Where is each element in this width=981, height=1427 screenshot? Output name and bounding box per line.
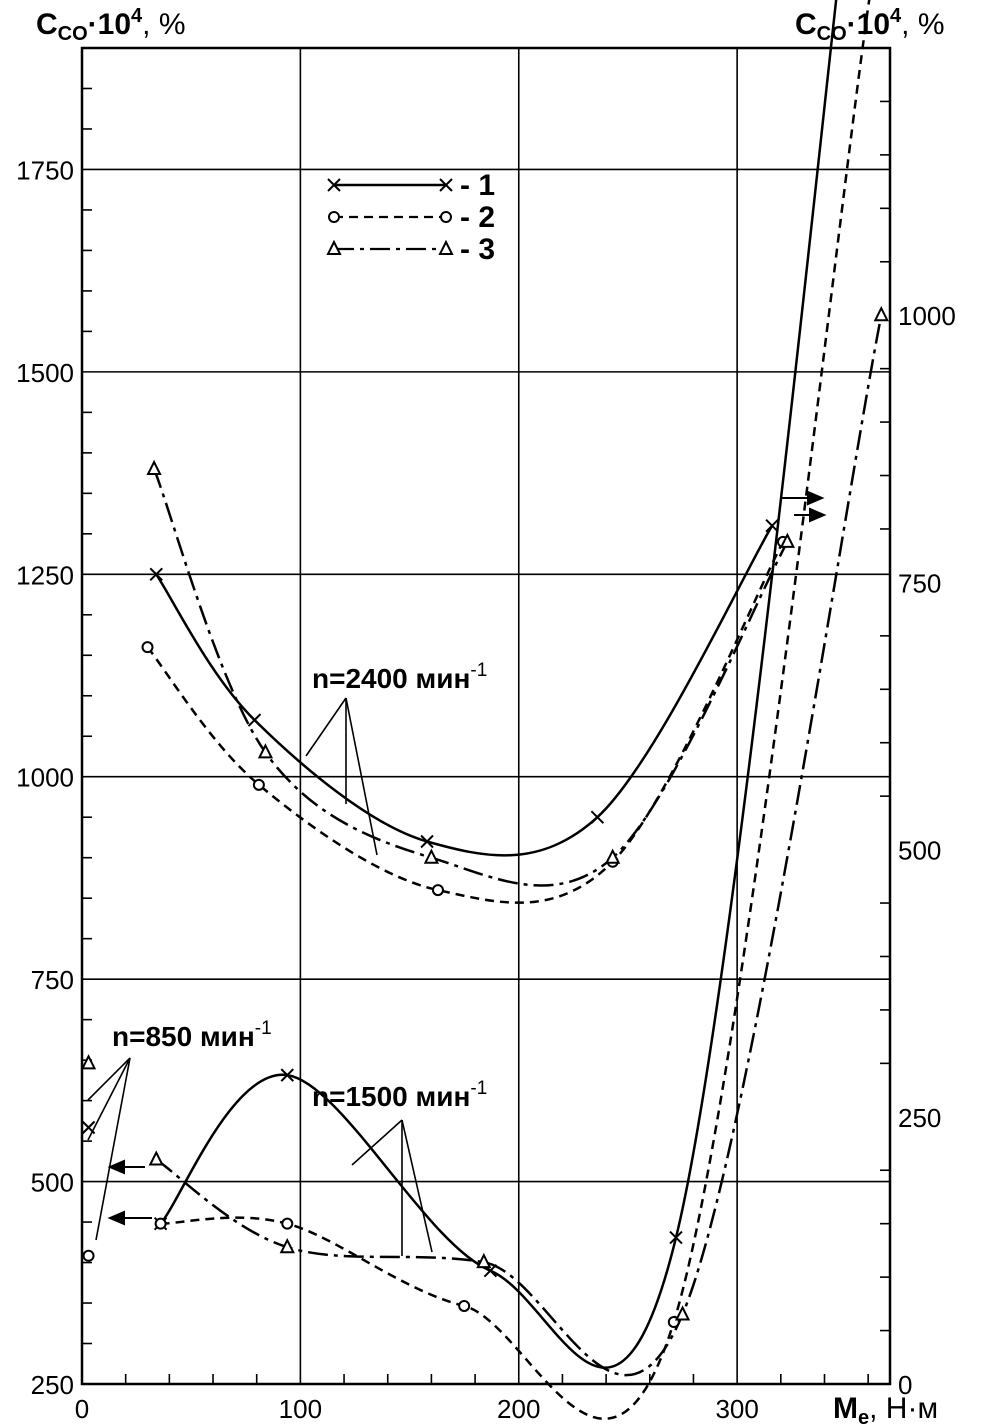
- marker-1-series-3-pt-3: [669, 1230, 683, 1245]
- curve-2-series-1: [146, 541, 785, 904]
- plot-frame: [80, 46, 892, 1386]
- legend: - 1 - 2 - 3: [326, 169, 495, 266]
- leader-1500-a: [351, 1119, 403, 1166]
- marker-3-series-2-pt-3: [605, 848, 621, 864]
- marker-3-series-5-pt-4: [873, 305, 889, 322]
- legend-marker-1-right: [439, 178, 453, 192]
- x-tick-label: 100: [279, 1394, 322, 1424]
- marker-3-series-8-pt-0: [80, 1054, 97, 1070]
- marker-2-series-1-pt-0: [141, 641, 154, 654]
- marker-2-series-4-pt-2: [458, 1299, 471, 1312]
- arrow-left-1-head: [107, 1159, 125, 1175]
- curve-1-series-0: [155, 525, 774, 857]
- marker-3-series-2-pt-1: [257, 743, 274, 759]
- curve-2-series-4: [160, 0, 871, 1420]
- marker-3-series-5-pt-0: [148, 1150, 164, 1166]
- annotation-n850: n=850 мин-1: [112, 1018, 272, 1052]
- leader-lines: [87, 697, 433, 1256]
- leader-2400-c: [345, 697, 378, 856]
- y-right-tick-label: 750: [898, 568, 941, 598]
- marker-2-series-7-pt-0: [82, 1249, 95, 1262]
- marker-1-series-3-pt-1: [280, 1068, 294, 1082]
- y-left-tick-label: 1500: [16, 358, 74, 388]
- arrow-left-2-head: [107, 1210, 125, 1226]
- marker-1-series-0-pt-1: [247, 713, 262, 727]
- x-label: Me, Н·м: [833, 1392, 938, 1427]
- annotation-n2400: n=2400 мин-1: [312, 660, 487, 694]
- curve-1-series-3: [159, 0, 838, 1369]
- arrow-right-2-head: [809, 507, 827, 523]
- grid: [82, 48, 890, 1384]
- y-label-left: CCO·104, %: [36, 5, 186, 45]
- y-label-right: CCO·104, %: [795, 5, 945, 45]
- marker-1-series-0-pt-2: [420, 834, 434, 849]
- annotation-n1500: n=1500 мин-1: [312, 1078, 487, 1112]
- y-right-tick-label: 250: [898, 1103, 941, 1133]
- marker-3-series-2-pt-0: [146, 459, 162, 476]
- y-right-tick-label: 0: [898, 1370, 912, 1400]
- marker-3-series-2-pt-4: [779, 532, 795, 548]
- marker-3-series-2-pt-2: [423, 848, 440, 864]
- arrow-right-1-head: [807, 490, 825, 506]
- marker-2-series-1-pt-1: [252, 778, 265, 791]
- y-right-tick-label: 500: [898, 836, 941, 866]
- marker-2-series-4-pt-0: [154, 1217, 167, 1230]
- marker-3-series-5-pt-3: [674, 1305, 691, 1321]
- legend-marker-3-left: [326, 239, 342, 255]
- marker-1-series-0-pt-4: [765, 519, 779, 533]
- marker-3-series-5-pt-2: [476, 1252, 492, 1269]
- leader-2400-a: [305, 697, 347, 757]
- markers: [80, 305, 889, 1329]
- y-left-tick-label: 250: [31, 1370, 74, 1400]
- ticks: 0 100 200 300250500750100012501500175002505…: [16, 87, 956, 1424]
- curves: [146, 0, 883, 1420]
- legend-label-1: - 1: [460, 169, 495, 202]
- marker-1-series-0-pt-3: [590, 810, 605, 824]
- y-left-tick-label: 500: [31, 1168, 74, 1198]
- legend-label-2: - 2: [460, 201, 495, 234]
- axis-arrows: [107, 490, 827, 1226]
- legend-markers: [326, 178, 454, 255]
- y-left-tick-label: 1250: [16, 560, 74, 590]
- x-tick-label: 300: [715, 1394, 758, 1424]
- legend-marker-1-left: [327, 178, 341, 192]
- marker-3-series-5-pt-1: [279, 1237, 295, 1254]
- y-left-tick-label: 1000: [16, 763, 74, 793]
- y-left-tick-label: 1750: [16, 155, 74, 185]
- leader-850-c: [95, 1057, 131, 1241]
- legend-marker-2-left: [328, 211, 340, 223]
- y-left-tick-label: 750: [31, 965, 74, 995]
- legend-label-3: - 3: [460, 233, 495, 266]
- marker-2-series-1-pt-2: [431, 884, 444, 897]
- marker-1-series-0-pt-0: [149, 567, 163, 582]
- leader-850-a: [87, 1057, 131, 1101]
- legend-marker-2-right: [440, 211, 452, 223]
- y-right-tick-label: 1000: [898, 301, 956, 331]
- x-tick-label: 0: [75, 1394, 89, 1424]
- x-tick-label: 200: [497, 1394, 540, 1424]
- leader-1500-c: [401, 1119, 433, 1253]
- marker-2-series-4-pt-1: [281, 1217, 294, 1230]
- leader-850-b: [87, 1057, 131, 1141]
- legend-marker-3-right: [438, 239, 454, 255]
